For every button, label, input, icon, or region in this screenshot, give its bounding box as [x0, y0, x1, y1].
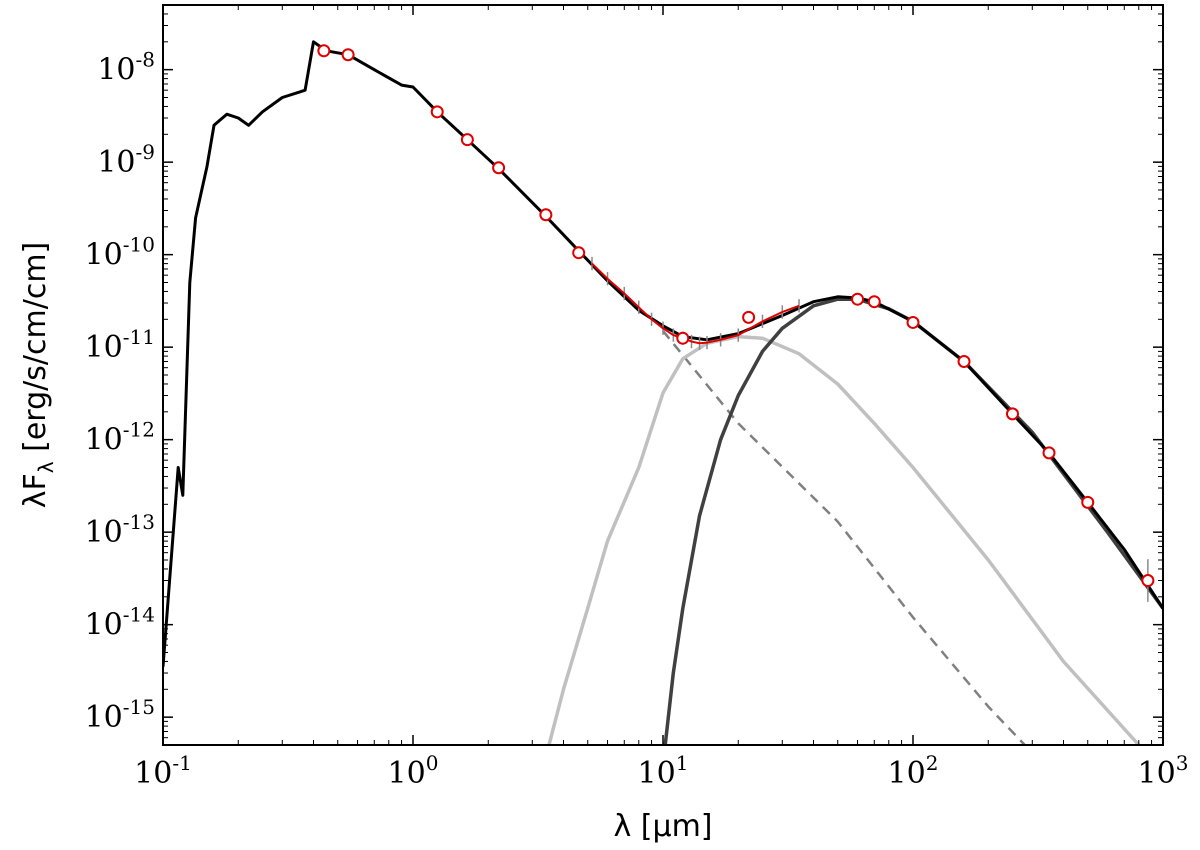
y-tick-label: 10-10: [85, 233, 155, 273]
photometry-point: [676, 331, 690, 345]
x-tick-label: 100: [388, 751, 439, 791]
y-axis-label-main: λF: [18, 473, 53, 508]
y-tick-label: 10-12: [85, 418, 155, 458]
photometry-point: [1081, 495, 1095, 509]
photometry-point: [430, 105, 444, 119]
photometry-point: [957, 354, 971, 368]
y-tick-label: 10-8: [97, 48, 155, 88]
photometry-point: [1042, 446, 1056, 460]
y-axis-label: λFλ [erg/s/cm/cm]: [18, 242, 58, 509]
photometry-point: [539, 208, 553, 222]
x-axis-label: λ [μm]: [613, 809, 712, 844]
y-tick-label: 10-13: [85, 510, 155, 550]
y-tick-label: 10-15: [85, 695, 155, 735]
tick-labels: 10-1 100 101 102 103 10-8 10-9 10-10 10-11 10-12 1…: [85, 48, 1189, 791]
y-tick-label: 10-14: [85, 603, 155, 643]
photometry-point: [906, 315, 920, 329]
photometry-point: [341, 48, 355, 62]
photometry-point: [1141, 574, 1155, 588]
y-axis-label-unit: [erg/s/cm/cm]: [18, 242, 53, 462]
x-tick-label: 101: [638, 751, 689, 791]
plot-frame: [162, 4, 1164, 746]
photometry-point: [851, 292, 865, 306]
photometry-point: [460, 133, 474, 147]
plot-area: [163, 40, 1163, 745]
x-tick-label: 10-1: [134, 751, 192, 791]
y-tick-label: 10-9: [97, 140, 155, 180]
photometry-point: [572, 246, 586, 260]
x-tick-label: 103: [1138, 751, 1189, 791]
photometry-point: [317, 44, 331, 58]
photometry-point: [1005, 407, 1019, 421]
photometry-point: [867, 295, 881, 309]
photometry-point: [742, 310, 756, 324]
y-tick-label: 10-11: [85, 325, 155, 365]
x-tick-label: 102: [888, 751, 939, 791]
photometry-point: [492, 161, 506, 175]
y-axis-label-subscript: λ: [34, 461, 58, 473]
